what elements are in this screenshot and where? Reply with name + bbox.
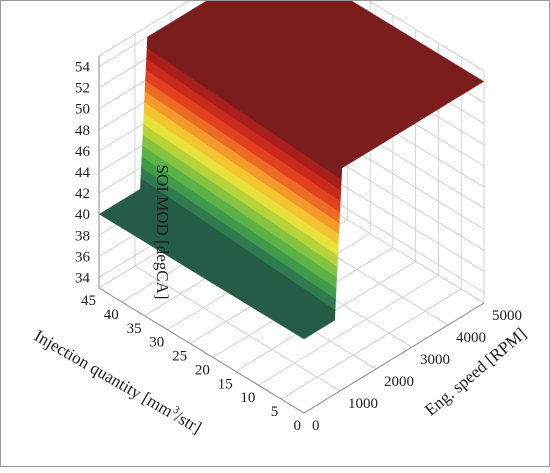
x-tick-label: 0	[312, 418, 320, 434]
tick-layer: 3436384042444648505254010002000300040005…	[75, 60, 522, 435]
surface-low-plateau	[99, 188, 335, 340]
z-tick-label: 46	[75, 144, 91, 160]
y-tick-label: 0	[294, 418, 302, 434]
z-tick-label: 52	[75, 81, 90, 97]
x-tick-label: 5000	[492, 308, 522, 324]
surface-step-band	[146, 36, 343, 180]
grid-line	[258, 274, 439, 386]
y-tick-label: 5	[271, 404, 279, 420]
z-tick-label: 36	[75, 249, 91, 265]
y-tick-label: 45	[81, 293, 96, 309]
x-tick-label: 2000	[384, 374, 414, 390]
y-tick-label: 15	[218, 376, 233, 392]
y-tick-label: 40	[104, 307, 119, 323]
y-tick-label: 20	[195, 362, 210, 378]
axis-line	[303, 302, 485, 414]
y-tick-label: 10	[240, 390, 255, 406]
grid-line	[366, 0, 485, 72]
z-tick-label: 44	[75, 165, 91, 181]
grid-line	[281, 288, 462, 400]
z-tick-label: 42	[75, 186, 90, 202]
x-tick-label: 1000	[348, 396, 378, 412]
z-tick-label: 34	[75, 271, 91, 287]
z-tick-label: 54	[75, 60, 91, 76]
z-tick-label: 38	[75, 228, 90, 244]
z-tick-label: 48	[75, 123, 90, 139]
x-tick-label: 4000	[456, 330, 486, 346]
grid-line	[98, 0, 192, 57]
surface-layer	[99, 0, 484, 340]
y-tick-label: 25	[172, 349, 187, 365]
axis-line	[98, 287, 305, 414]
grid-line	[134, 265, 341, 392]
surface-high-plateau	[147, 0, 484, 169]
y-axis-title-sup: 3	[171, 404, 182, 417]
z-tick-label: 50	[75, 102, 90, 118]
y-tick-label: 30	[149, 335, 164, 351]
x-tick-label: 3000	[420, 352, 450, 368]
y-axis-title: Injection quantity [mm3/str]	[31, 325, 205, 437]
y-tick-label: 35	[127, 321, 142, 337]
z-tick-label: 40	[75, 207, 90, 223]
z-axis-title: SOI MOD [degCA]	[153, 164, 172, 299]
